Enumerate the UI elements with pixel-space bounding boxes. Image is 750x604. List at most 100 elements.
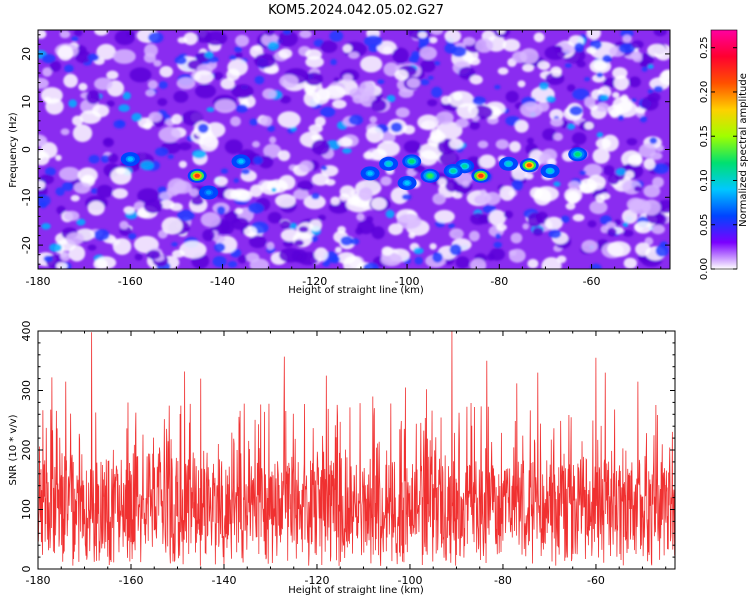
spectrogram-noise-blob [357, 220, 375, 235]
spectrogram-noise-blob [380, 130, 396, 144]
spectrogram-noise-blob [469, 230, 480, 242]
spectrogram-noise-blob [49, 243, 62, 253]
spectrogram-noise-blob [618, 43, 636, 54]
spectrogram-noise-blob [502, 38, 521, 52]
y-tick-label: -20 [20, 236, 33, 254]
spectrogram-noise-blob [309, 219, 323, 232]
spectrogram-noise-blob [177, 37, 188, 44]
x-tick-label: -120 [304, 574, 329, 587]
spectrogram-noise-blob [147, 80, 158, 90]
spectrogram-noise-blob [65, 232, 84, 246]
colorbar-tick-label: 0.15 [699, 125, 710, 147]
spectrogram-noise-blob [277, 150, 291, 162]
spectrogram-noise-blob [589, 200, 608, 215]
spectrogram-noise-blob [181, 110, 204, 126]
spectrogram-hotspot [462, 164, 468, 169]
spectrogram-hotspot [194, 173, 200, 178]
spectrogram-y-ticks: -20 -10 0 10 20 [20, 34, 670, 265]
spectrogram-noise-blob [622, 229, 634, 237]
spectrogram-noise-blob [430, 30, 444, 36]
spectrogram-noise-blob [365, 126, 384, 143]
snr-y-label: SNR (10 * v/v) [8, 414, 19, 485]
spectrogram-noise-blob [303, 90, 321, 107]
spectrogram-noise-blob [264, 30, 275, 36]
spectrogram-noise-blob [96, 184, 113, 198]
spectrogram-noise-blob [469, 258, 487, 269]
spectrogram-noise-blob [41, 54, 56, 64]
y-tick-label: -10 [20, 188, 33, 206]
spectrogram-noise-blob [320, 106, 336, 118]
spectrogram-noise-blob [420, 59, 436, 73]
spectrogram-noise-blob [429, 131, 446, 143]
spectrogram-noise-blob [235, 34, 250, 47]
spectrogram-noise-blob [484, 191, 501, 206]
spectrogram-noise-blob [128, 233, 137, 240]
spectrogram-noise-blob [112, 49, 136, 64]
snr-x-label: Height of straight line (km) [288, 585, 424, 596]
x-tick-label: -160 [119, 574, 144, 587]
spectrogram-noise-blob [340, 236, 354, 246]
spectrogram-noise-blob [70, 194, 80, 202]
spectrogram-noise-blob [628, 76, 641, 88]
spectrogram-noise-blob [445, 179, 459, 192]
spectrogram-noise-blob [475, 38, 494, 53]
spectrogram-noise-blob [620, 94, 629, 103]
spectrogram-noise-blob [259, 115, 273, 127]
spectrogram-noise-blob [522, 64, 535, 72]
spectrogram-noise-blob [402, 124, 416, 135]
spectrogram-noise-blob [94, 229, 110, 241]
spectrogram-noise-blob [45, 167, 56, 176]
spectrogram-noise-blob [631, 40, 644, 49]
x-tick-label: -140 [212, 574, 237, 587]
spectrogram-noise-blob [314, 247, 329, 262]
spectrogram-noise-blob [499, 185, 515, 201]
spectrogram-noise-blob [470, 212, 487, 225]
spectrogram-noise-blob [171, 113, 183, 125]
spectrogram-noise-blob [63, 210, 80, 221]
spectrogram-noise-blob [262, 88, 277, 100]
spectrogram-noise-blob [78, 82, 88, 91]
spectrogram-noise-blob [428, 36, 438, 44]
spectrogram-noise-blob [549, 108, 564, 122]
spectrogram-noise-blob [602, 54, 612, 64]
spectrogram-noise-blob [560, 215, 570, 223]
spectrogram-noise-blob [414, 256, 423, 265]
spectrogram-noise-blob [317, 214, 326, 221]
figure-title: KOM5.2024.042.05.02.G27 [268, 3, 444, 18]
spectrogram-noise-blob [144, 43, 158, 58]
spectrogram-noise-blob [330, 59, 337, 66]
spectrogram-noise-blob [462, 36, 476, 46]
spectrogram-noise-blob [469, 121, 481, 130]
spectrogram-noise-blob [202, 229, 215, 242]
spectrogram-noise-blob [342, 147, 352, 154]
spectrogram-noise-blob [480, 189, 487, 196]
spectrogram-noise-blob [419, 46, 437, 60]
spectrogram-noise-blob [325, 178, 336, 186]
spectrogram-noise-blob [38, 77, 49, 89]
spectrogram-noise-blob [122, 91, 131, 100]
spectrogram-hotspot [478, 173, 484, 178]
spectrogram-noise-blob [380, 176, 392, 186]
spectrogram-noise-blob [231, 84, 254, 99]
spectrogram-noise-blob [527, 258, 539, 269]
y-tick-label: 300 [20, 380, 33, 401]
spectrogram-noise-blob [106, 100, 115, 107]
spectrogram-noise-blob [640, 115, 647, 123]
spectrogram-noise-blob [71, 36, 79, 42]
spectrogram-noise-blob [369, 116, 378, 124]
spectrogram-noise-blob [455, 256, 470, 269]
spectrogram-noise-blob [472, 96, 486, 105]
spectrogram-noise-blob [449, 244, 462, 256]
spectrogram-noise-blob [572, 88, 590, 100]
spectrogram-hotspot [526, 163, 532, 168]
spectrogram-noise-blob [55, 187, 65, 196]
spectrogram-noise-blob [614, 219, 622, 226]
spectrogram-noise-blob [449, 138, 464, 150]
spectrogram-noise-blob [571, 132, 587, 145]
spectrogram-noise-blob [94, 30, 109, 36]
spectrogram-noise-blob [267, 125, 275, 132]
spectrogram-noise-blob [320, 40, 338, 53]
spectrogram-noise-blob [395, 107, 410, 118]
spectrogram-noise-blob [321, 165, 328, 171]
spectrogram-noise-blob [411, 51, 421, 60]
